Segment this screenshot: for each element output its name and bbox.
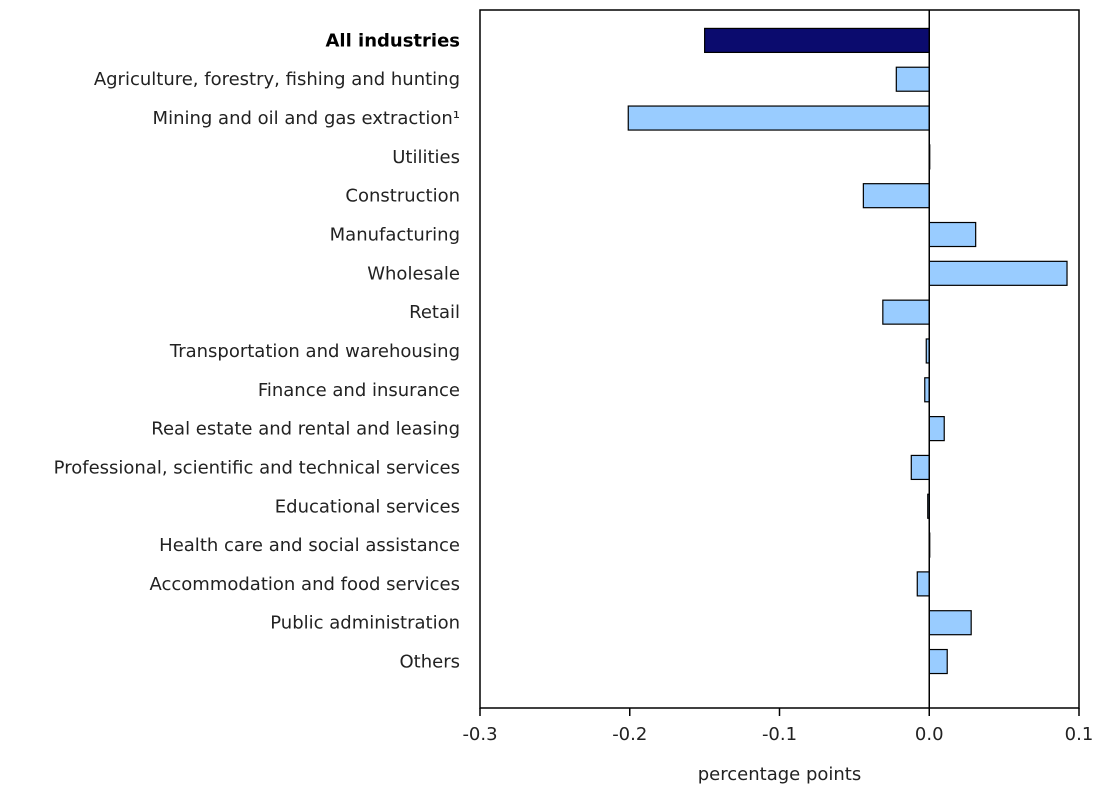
- bar: [928, 610, 972, 636]
- category-label: Public administration: [270, 613, 460, 634]
- x-axis-title: percentage points: [698, 764, 861, 785]
- bar: [916, 571, 930, 597]
- bar: [928, 648, 948, 675]
- category-label: All industries: [325, 30, 460, 51]
- x-tick-label: -0.2: [612, 724, 647, 745]
- category-label: Professional, scientific and technical s…: [54, 457, 460, 478]
- x-tick-label: -0.3: [462, 724, 497, 745]
- bar: [704, 27, 930, 54]
- category-label: Others: [400, 652, 461, 673]
- category-label: Finance and insurance: [258, 380, 460, 401]
- bar: [910, 454, 930, 481]
- category-label: Transportation and warehousing: [169, 341, 460, 362]
- x-tick-label: 0.1: [1065, 724, 1094, 745]
- x-tick-label: -0.1: [762, 724, 797, 745]
- category-label: Utilities: [392, 147, 460, 168]
- category-label: Retail: [409, 302, 460, 323]
- bar: [895, 66, 930, 92]
- bars: [627, 27, 1068, 675]
- category-label: Mining and oil and gas extraction¹: [153, 108, 460, 129]
- category-label: Construction: [345, 186, 460, 207]
- category-label: Agriculture, forestry, fishing and hunti…: [94, 69, 460, 90]
- category-label: Accommodation and food services: [150, 574, 461, 595]
- category-label: Real estate and rental and leasing: [151, 419, 460, 440]
- bar: [862, 183, 930, 209]
- category-label: Wholesale: [367, 263, 460, 284]
- category-label: Health care and social assistance: [159, 535, 460, 556]
- bar: [882, 299, 930, 325]
- bar: [627, 105, 930, 131]
- category-label: Educational services: [275, 496, 460, 517]
- x-axis-ticks: -0.3 -0.2 -0.1 0.0 0.1: [462, 708, 1093, 745]
- x-tick-label: 0.0: [915, 724, 944, 745]
- bar: [928, 221, 977, 248]
- bar: [928, 416, 945, 442]
- category-labels: All industries Agriculture, forestry, fis…: [54, 30, 460, 672]
- bar: [928, 260, 1068, 286]
- category-label: Manufacturing: [330, 225, 460, 246]
